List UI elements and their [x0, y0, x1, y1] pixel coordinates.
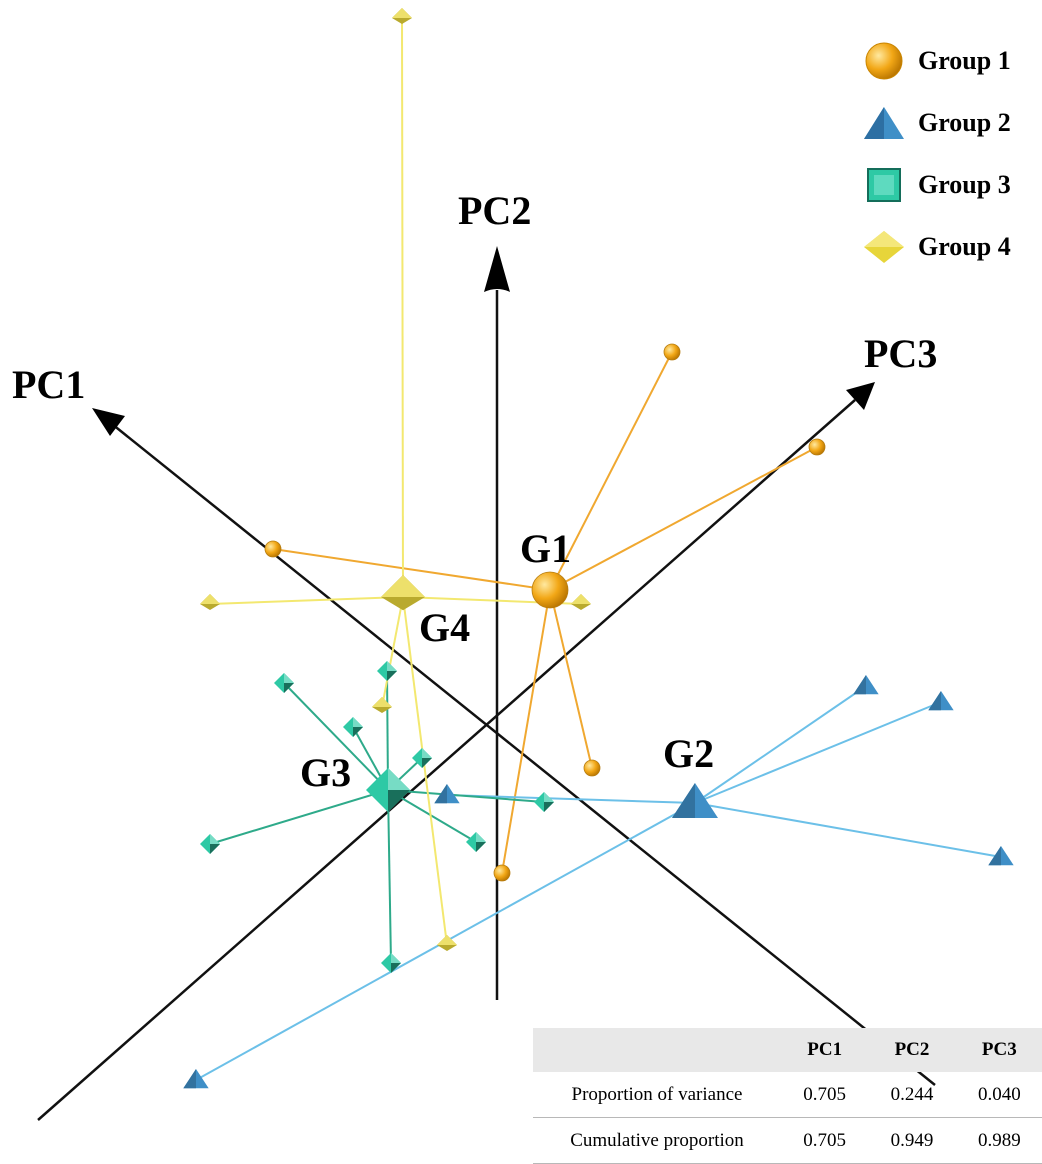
spoke-g4-0	[401, 17, 404, 598]
spoke-g2-2	[694, 802, 1002, 858]
data-point-g1-4	[493, 864, 511, 882]
table-cell: 0.705	[781, 1072, 869, 1118]
centroid-g3	[366, 768, 410, 812]
spoke-g1-4	[501, 589, 551, 874]
centroid-label-g2: G2	[663, 731, 714, 776]
centroid-labels-group: G1 G2 G3 G4	[300, 526, 714, 795]
pc2-axis-arrow	[484, 246, 510, 292]
data-point-g4-2	[571, 594, 591, 610]
data-point-g3-2	[343, 717, 363, 737]
spoke-g1-2	[272, 548, 551, 591]
data-point-g3-0	[274, 673, 294, 693]
legend-label: Group 3	[918, 170, 1011, 199]
data-point-g4-4	[437, 935, 457, 951]
data-point-g3-1	[377, 661, 397, 681]
spoke-g4-3	[381, 596, 404, 708]
table-corner	[533, 1028, 781, 1072]
markers-group	[183, 8, 1014, 1089]
pc3-axis-line	[37, 399, 856, 1121]
legend-label: Group 4	[918, 232, 1011, 261]
table-cell: 0.949	[868, 1117, 956, 1164]
table-header-pc3: PC3	[955, 1028, 1042, 1072]
data-point-g1-1	[808, 438, 826, 456]
centroid-g4	[381, 575, 425, 611]
data-point-g1-3	[583, 759, 601, 777]
centroid-g2	[672, 783, 718, 818]
data-point-g1-2	[264, 540, 282, 558]
legend-item-group-3: Group 3	[860, 154, 1040, 216]
legend-item-group-2: Group 2	[860, 92, 1040, 154]
data-point-g3-5	[466, 832, 486, 852]
data-point-g3-7	[381, 953, 401, 973]
spoke-g3-6	[209, 789, 389, 845]
spoke-g2-3	[446, 794, 696, 804]
table-cell: 0.040	[955, 1072, 1042, 1118]
pc1-axis-line	[111, 423, 936, 1086]
table-cell: 0.244	[868, 1072, 956, 1118]
table-row: Proportion of variance 0.705 0.244 0.040	[533, 1072, 1042, 1118]
spoke-g3-5	[387, 789, 477, 843]
data-point-g2-1	[928, 691, 954, 711]
legend-item-group-1: Group 1	[860, 30, 1040, 92]
centroid-label-g4: G4	[419, 605, 470, 650]
table-cell: 0.989	[955, 1117, 1042, 1164]
variance-table: PC1 PC2 PC3 Proportion of variance 0.705…	[533, 1028, 1042, 1164]
legend: Group 1 Group 2 Group 3 Group 4	[860, 30, 1040, 278]
data-point-g2-0	[853, 675, 879, 695]
spoke-g4-4	[402, 596, 448, 946]
diamond-icon	[864, 231, 904, 263]
centroid-label-g3: G3	[300, 750, 351, 795]
spoke-g1-3	[549, 589, 593, 769]
data-point-g4-0	[392, 8, 412, 24]
table-row: Cumulative proportion 0.705 0.949 0.989	[533, 1117, 1042, 1164]
centroid-g1	[531, 571, 569, 609]
legend-item-group-4: Group 4	[860, 216, 1040, 278]
data-point-g3-6	[200, 834, 220, 854]
spoke-g2-0	[694, 685, 867, 804]
triangle-icon	[864, 107, 904, 139]
centroid-label-g1: G1	[520, 526, 571, 571]
spoke-g1-1	[549, 446, 818, 591]
table-header-pc1: PC1	[781, 1028, 869, 1072]
data-point-g4-1	[200, 594, 220, 610]
spoke-g3-7	[387, 789, 392, 964]
sphere-icon	[865, 42, 903, 80]
spoke-g3-4	[387, 789, 545, 803]
data-point-g3-4	[534, 792, 554, 812]
table-cell: 0.705	[781, 1117, 869, 1164]
pc1-axis-arrow	[92, 408, 125, 436]
data-point-g1-0	[663, 343, 681, 361]
pc3-axis-arrow	[846, 382, 875, 410]
legend-label: Group 2	[918, 108, 1011, 137]
data-point-g2-3	[434, 784, 460, 804]
table-header-pc2: PC2	[868, 1028, 956, 1072]
pc3-axis-label: PC3	[864, 331, 937, 376]
table-header-row: PC1 PC2 PC3	[533, 1028, 1042, 1072]
legend-label: Group 1	[918, 46, 1011, 75]
data-point-g4-3	[372, 697, 392, 713]
pc2-axis-label: PC2	[458, 188, 531, 233]
spoke-g1-0	[549, 351, 673, 591]
row-label: Proportion of variance	[533, 1072, 781, 1118]
row-label: Cumulative proportion	[533, 1117, 781, 1164]
spoke-g2-1	[694, 701, 942, 804]
pc1-axis-label: PC1	[12, 362, 85, 407]
data-point-g2-4	[183, 1069, 209, 1089]
data-point-g2-2	[988, 846, 1014, 866]
spoke-g3-0	[283, 682, 389, 791]
pca-3d-plot: PC2 PC1 PC3 G1 G2 G3 G4	[12, 8, 1014, 1121]
cube-icon	[867, 168, 901, 202]
spoke-g4-1	[209, 596, 404, 605]
data-point-g3-3	[412, 748, 432, 768]
axes-group: PC2 PC1 PC3	[12, 188, 937, 1121]
